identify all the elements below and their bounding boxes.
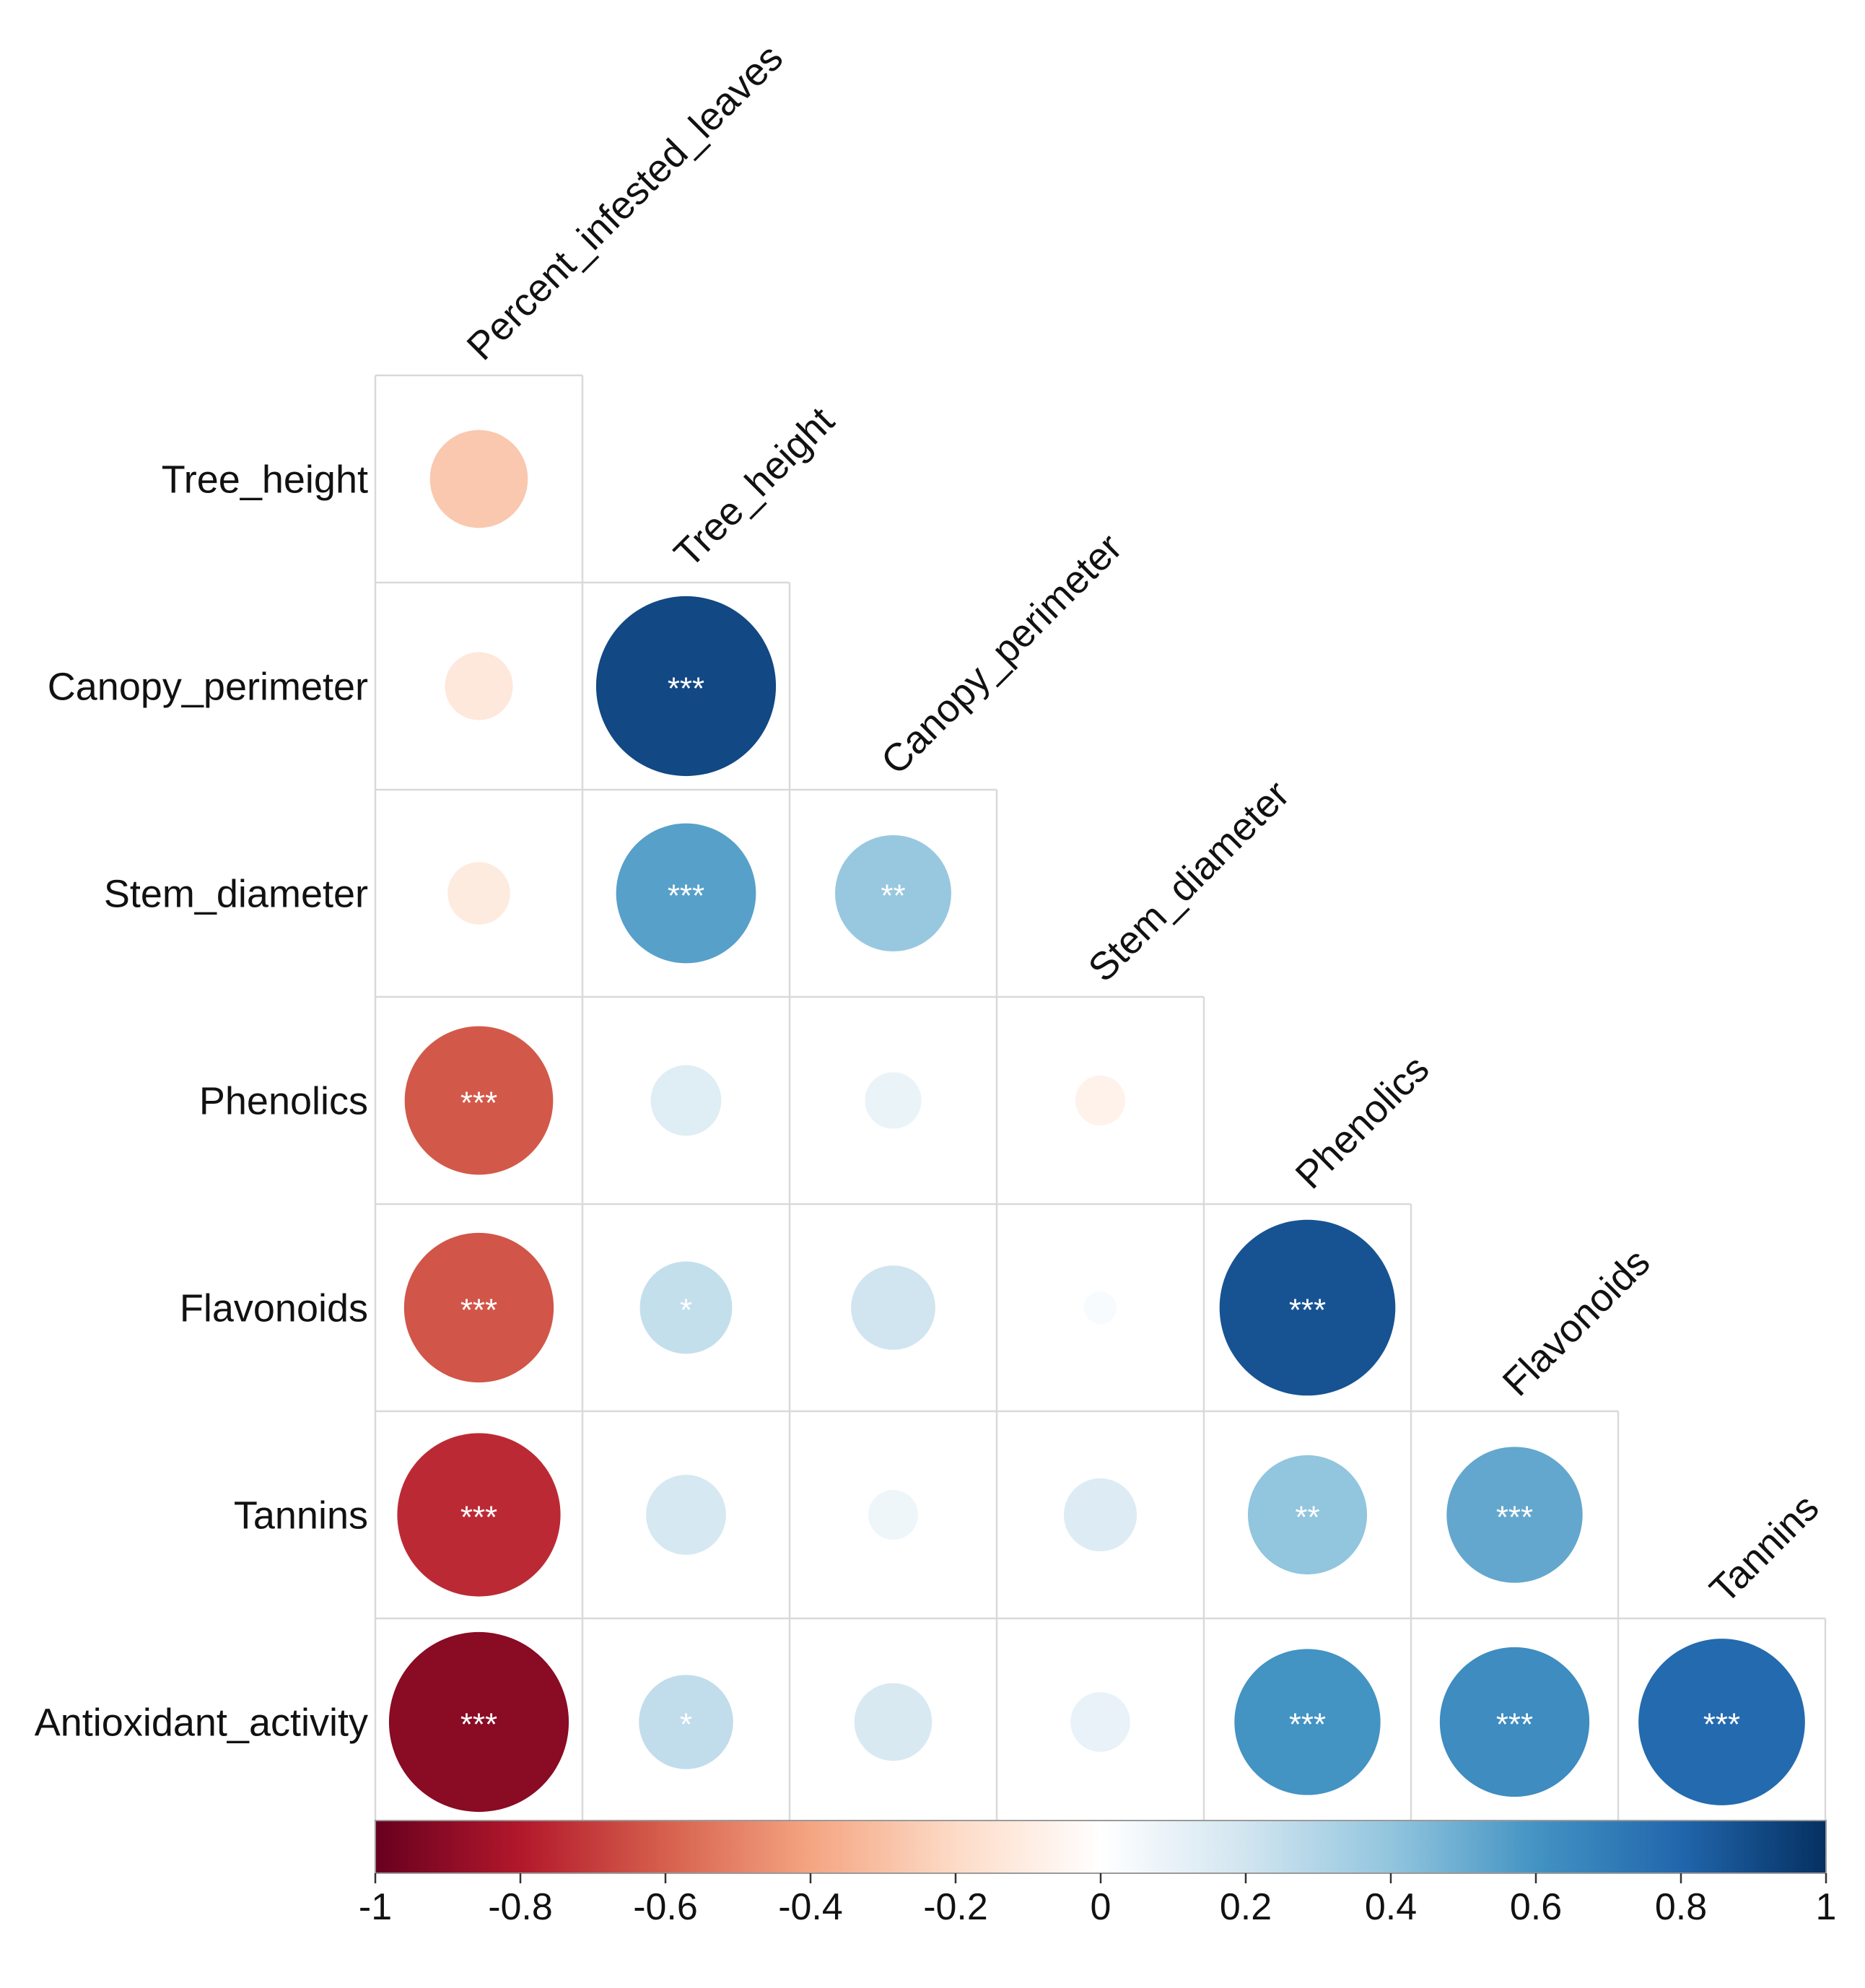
corr-circle-canopy-perimeter-tree-height bbox=[595, 596, 777, 777]
row-label-phenolics: Phenolics bbox=[199, 1080, 368, 1123]
corr-circle-phenolics-stem-diameter bbox=[1075, 1075, 1126, 1126]
corr-circle-tree-height-percent-infested-leaves bbox=[429, 430, 528, 528]
corr-circle-tannins-tree-height bbox=[646, 1475, 726, 1555]
corr-circle-stem-diameter-canopy-perimeter bbox=[835, 835, 951, 951]
col-label-tannins: Tannins bbox=[1702, 1486, 1827, 1611]
col-label-flavonoids: Flavonoids bbox=[1495, 1240, 1659, 1404]
corr-circle-antioxidant-activity-tree-height bbox=[639, 1675, 733, 1769]
corr-circle-antioxidant-activity-flavonoids bbox=[1439, 1647, 1590, 1797]
significance-marker: *** bbox=[668, 879, 704, 914]
significance-marker: ** bbox=[881, 879, 905, 914]
colorbar-tick-label: 1 bbox=[1816, 1886, 1837, 1928]
corr-circle-tannins-percent-infested-leaves bbox=[397, 1433, 561, 1597]
colorbar-tick-label: 0.6 bbox=[1510, 1886, 1562, 1928]
significance-marker: *** bbox=[1289, 1293, 1326, 1328]
corr-circle-flavonoids-percent-infested-leaves bbox=[403, 1232, 554, 1383]
corr-circle-canopy-perimeter-percent-infested-leaves bbox=[445, 652, 513, 720]
col-label-percent-infested-leaves: Percent_infested_leaves bbox=[459, 36, 792, 369]
correlation-cells: ****** ******** * ****** ** ****** * *** *** *** bbox=[388, 430, 1805, 1813]
significance-marker: * bbox=[680, 1293, 692, 1328]
row-label-canopy-perimeter: Canopy_perimeter bbox=[48, 666, 368, 709]
significance-marker: *** bbox=[668, 671, 704, 707]
corr-circle-tannins-stem-diameter bbox=[1063, 1478, 1137, 1552]
colorbar-gradient bbox=[375, 1820, 1827, 1874]
col-label-stem-diameter: Stem_diameter bbox=[1080, 772, 1298, 990]
corr-circle-antioxidant-activity-stem-diameter bbox=[1070, 1692, 1130, 1752]
colorbar-tick-label: -1 bbox=[359, 1886, 392, 1928]
col-label-phenolics: Phenolics bbox=[1288, 1047, 1438, 1197]
row-label-antioxidant-activity: Antioxidant_activity bbox=[35, 1701, 368, 1745]
significance-marker: *** bbox=[460, 1086, 497, 1121]
corr-circle-phenolics-tree-height bbox=[650, 1065, 722, 1136]
corr-circle-tannins-phenolics bbox=[1247, 1455, 1368, 1575]
significance-marker: *** bbox=[1289, 1707, 1326, 1743]
colorbar-tick-label: 0.2 bbox=[1220, 1886, 1272, 1928]
colorbar-tick-label: 0.8 bbox=[1655, 1886, 1707, 1928]
corr-circle-antioxidant-activity-percent-infested-leaves bbox=[388, 1631, 569, 1813]
significance-marker: * bbox=[680, 1707, 692, 1743]
colorbar: -1 -0.8 -0.6 -0.4 -0.2 0 0.2 0.4 0.6 0.8 1 bbox=[359, 1820, 1837, 1928]
col-label-tree-height: Tree_height bbox=[666, 399, 843, 576]
significance-marker: *** bbox=[460, 1500, 497, 1535]
corr-circle-flavonoids-phenolics bbox=[1219, 1219, 1396, 1396]
corr-circle-tannins-canopy-perimeter bbox=[868, 1489, 919, 1540]
corr-circle-flavonoids-stem-diameter bbox=[1083, 1291, 1117, 1325]
significance-marker: *** bbox=[460, 1293, 497, 1328]
row-label-flavonoids: Flavonoids bbox=[180, 1287, 368, 1330]
corr-circle-phenolics-canopy-perimeter bbox=[865, 1072, 922, 1129]
corr-circle-antioxidant-activity-canopy-perimeter bbox=[854, 1683, 932, 1761]
colorbar-tick-label: 0 bbox=[1091, 1886, 1111, 1928]
row-label-tree-height: Tree_height bbox=[162, 458, 368, 502]
significance-marker: *** bbox=[1496, 1500, 1533, 1535]
significance-marker: *** bbox=[1703, 1707, 1740, 1743]
corr-circle-phenolics-percent-infested-leaves bbox=[404, 1026, 554, 1175]
corr-circle-stem-diameter-tree-height bbox=[616, 823, 756, 964]
corr-circle-tannins-flavonoids bbox=[1446, 1447, 1583, 1583]
row-label-stem-diameter: Stem_diameter bbox=[104, 873, 368, 916]
corr-circle-antioxidant-activity-phenolics bbox=[1234, 1649, 1381, 1795]
col-label-canopy-perimeter: Canopy_perimeter bbox=[873, 526, 1131, 783]
corr-circle-antioxidant-activity-tannins bbox=[1638, 1639, 1805, 1805]
colorbar-tick-label: -0.6 bbox=[633, 1886, 698, 1928]
significance-marker: *** bbox=[460, 1707, 497, 1743]
significance-marker: ** bbox=[1295, 1500, 1319, 1535]
corr-circle-flavonoids-canopy-perimeter bbox=[851, 1265, 935, 1350]
corr-circle-flavonoids-tree-height bbox=[639, 1261, 733, 1354]
colorbar-tick-label: 0.4 bbox=[1365, 1886, 1417, 1928]
colorbar-tick-label: -0.8 bbox=[488, 1886, 553, 1928]
row-label-tannins: Tannins bbox=[234, 1494, 368, 1538]
grid bbox=[374, 374, 1827, 1827]
colorbar-tick-label: -0.2 bbox=[923, 1886, 988, 1928]
colorbar-tick-label: -0.4 bbox=[778, 1886, 843, 1928]
corr-circle-stem-diameter-percent-infested-leaves bbox=[447, 862, 510, 925]
significance-marker: *** bbox=[1496, 1707, 1533, 1743]
